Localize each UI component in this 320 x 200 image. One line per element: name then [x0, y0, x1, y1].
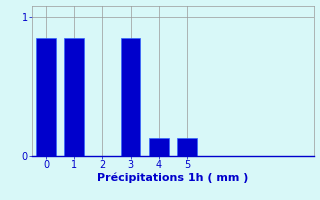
X-axis label: Précipitations 1h ( mm ): Précipitations 1h ( mm ) — [97, 173, 249, 183]
Bar — [177, 138, 197, 156]
Bar — [36, 38, 56, 156]
Bar — [121, 38, 140, 156]
Bar — [149, 138, 169, 156]
Bar — [64, 38, 84, 156]
